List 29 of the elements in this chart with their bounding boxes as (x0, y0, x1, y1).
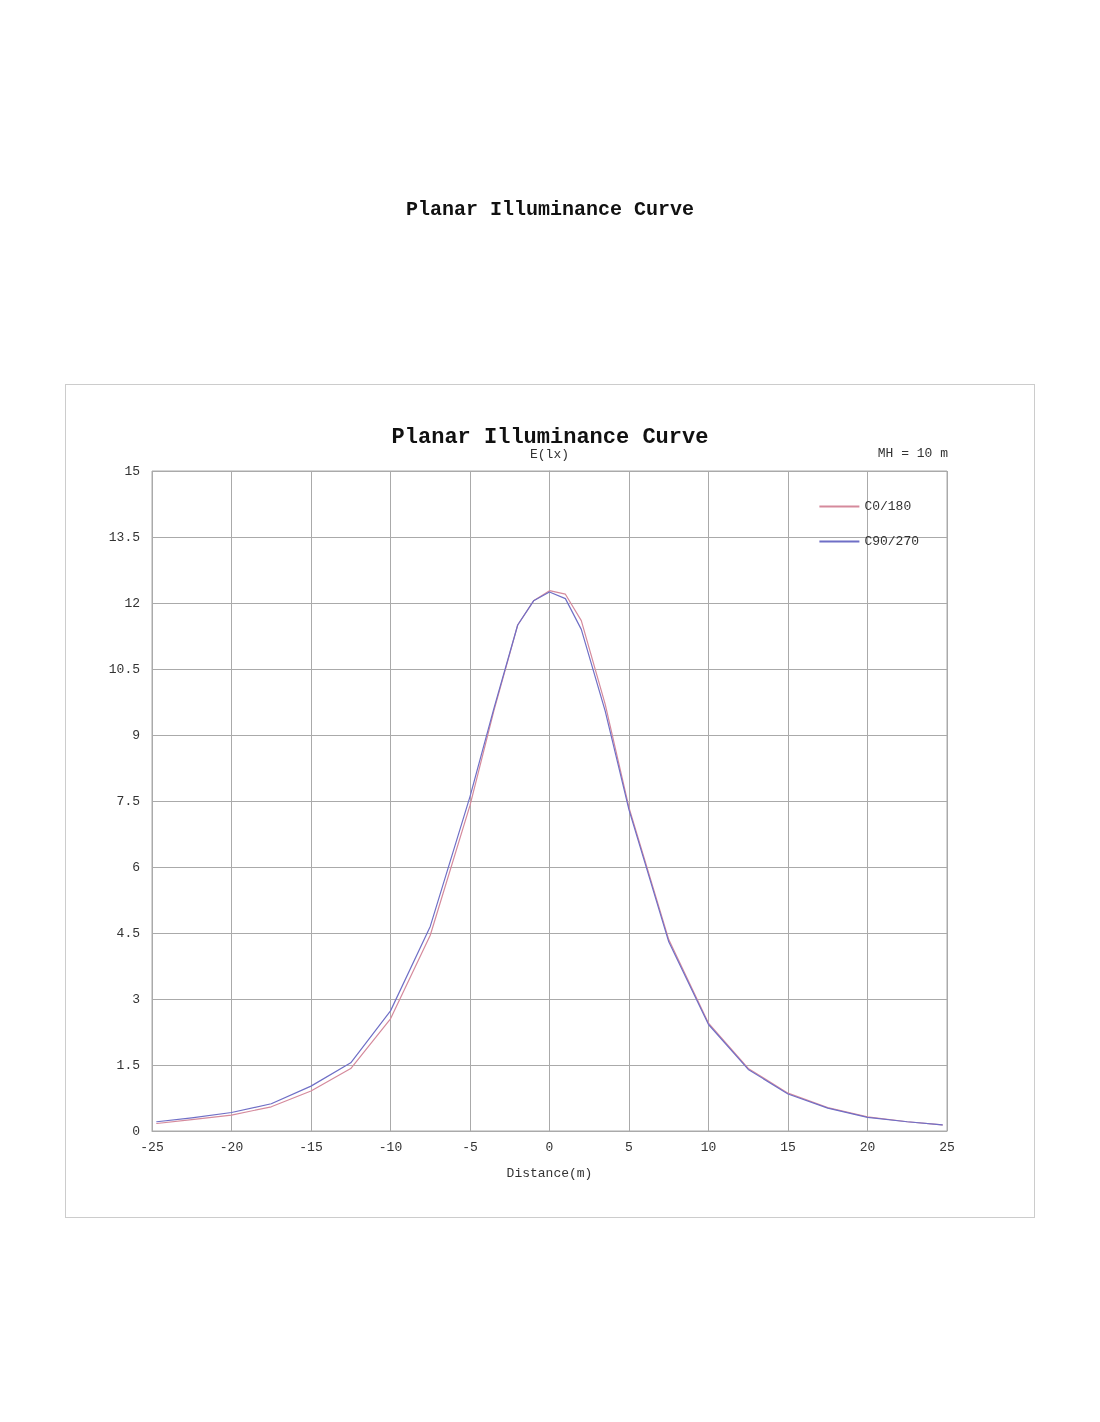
chart-subtitle: Planar Illuminance Curve (391, 424, 709, 450)
x-tick-label: -15 (299, 1140, 323, 1155)
x-tick-label: -10 (378, 1140, 403, 1155)
y-tick-label: 13.5 (108, 529, 140, 545)
y-tick-label: 4.5 (116, 925, 140, 941)
x-axis-title: Distance(m) (506, 1166, 593, 1181)
y-tick-label: 12 (124, 595, 140, 611)
y-tick-label: 1.5 (116, 1057, 140, 1073)
y-tick-label: 15 (124, 463, 140, 479)
y-tick-label: 0 (132, 1123, 140, 1139)
y-tick-label: 3 (132, 991, 140, 1007)
x-tick-label: 5 (625, 1140, 633, 1155)
x-tick-label: 25 (939, 1140, 955, 1155)
x-tick-label: -20 (219, 1140, 244, 1155)
y-tick-label: 7.5 (116, 793, 140, 809)
x-tick-label: 0 (545, 1140, 554, 1155)
y-tick-label: 9 (132, 727, 140, 743)
y-tick-label: 10.5 (108, 661, 140, 677)
y-axis-title: E(lx) (529, 447, 570, 462)
y-tick-label: 6 (132, 859, 140, 875)
x-tick-label: 10 (700, 1140, 717, 1155)
x-tick-label: -25 (140, 1140, 164, 1155)
x-tick-label: 20 (859, 1140, 876, 1155)
text: MH = 10 m (877, 446, 949, 461)
legend-label: C0/180 (864, 499, 912, 514)
x-tick-label: -5 (462, 1140, 478, 1155)
chart-title: Planar Illuminance Curve (404, 198, 695, 221)
x-tick-label: 15 (780, 1140, 796, 1155)
legend-label: C90/270 (864, 534, 919, 549)
